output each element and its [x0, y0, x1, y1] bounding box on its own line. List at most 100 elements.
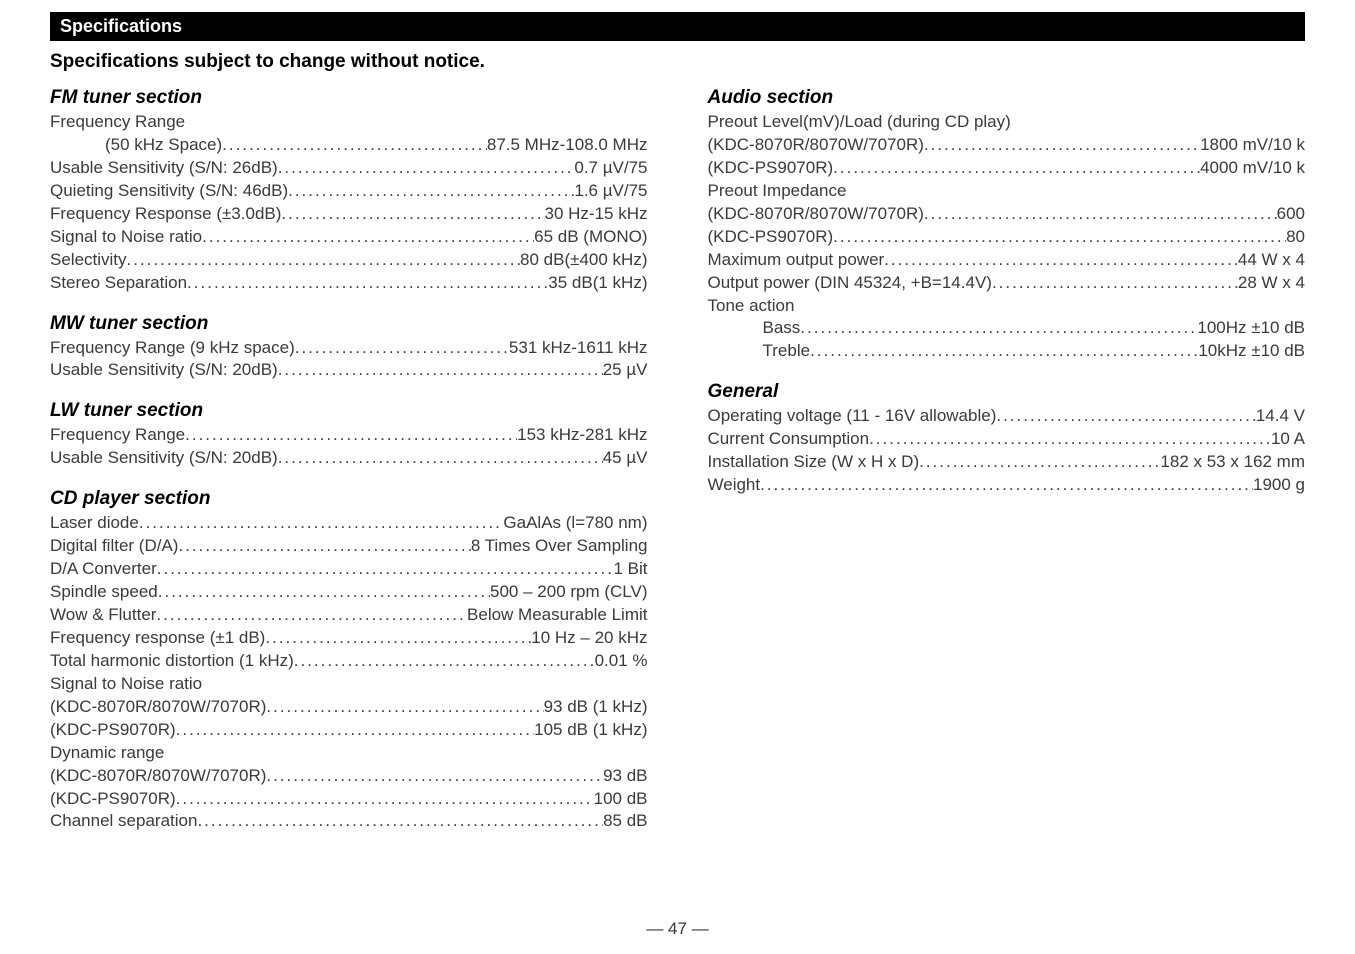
spec-value: 10 Hz – 20 kHz	[531, 627, 647, 650]
spec-value: 87.5 MHz-108.0 MHz	[487, 134, 648, 157]
section-title: FM tuner section	[50, 87, 648, 109]
spec-label: Output power (DIN 45324, +B=14.4V)	[708, 272, 992, 295]
dot-leader	[176, 719, 534, 742]
dot-leader	[924, 203, 1277, 226]
spec-row: Channel separation85 dB	[50, 810, 648, 833]
section-title: Audio section	[708, 87, 1306, 109]
spec-value: 35 dB(1 kHz)	[548, 272, 647, 295]
spec-label: Current Consumption	[708, 428, 870, 451]
dot-leader	[127, 249, 521, 272]
dot-leader	[288, 180, 574, 203]
spec-label: Usable Sensitivity (S/N: 20dB)	[50, 359, 278, 382]
spec-row: (KDC-8070R/8070W/7070R) 600	[708, 203, 1306, 226]
dot-leader	[294, 650, 595, 673]
spec-row: Maximum output power 44 W x 4	[708, 249, 1306, 272]
spec-value: 10 A	[1271, 428, 1305, 451]
spec-row: Frequency Range	[50, 111, 648, 134]
dot-leader	[833, 226, 1286, 249]
spec-row: Frequency response (±1 dB)10 Hz – 20 kHz	[50, 627, 648, 650]
spec-label: Laser diode	[50, 512, 139, 535]
spec-label: Usable Sensitivity (S/N: 20dB)	[50, 447, 278, 470]
dot-leader	[222, 134, 487, 157]
section-title: CD player section	[50, 488, 648, 510]
spec-value: 80	[1286, 226, 1305, 249]
spec-label: (KDC-8070R/8070W/7070R)	[50, 765, 266, 788]
spec-label: Signal to Noise ratio	[50, 226, 202, 249]
spec-value: 500 – 200 rpm (CLV)	[490, 581, 647, 604]
spec-row: Usable Sensitivity (S/N: 20dB) 25 µV	[50, 359, 648, 382]
dot-leader	[139, 512, 504, 535]
dot-leader	[202, 226, 534, 249]
spec-label: Preout Impedance	[708, 180, 847, 203]
spec-value: 0.01 %	[595, 650, 648, 673]
spec-row: Signal to Noise ratio 65 dB (MONO)	[50, 226, 648, 249]
dot-leader	[800, 317, 1197, 340]
spec-value: 8 Times Over Sampling	[471, 535, 648, 558]
spec-label: Operating voltage (11 - 16V allowable)	[708, 405, 997, 428]
content-columns: FM tuner sectionFrequency Range(50 kHz S…	[50, 87, 1305, 851]
spec-row: Signal to Noise ratio	[50, 673, 648, 696]
spec-label: Weight	[708, 474, 761, 497]
spec-value: 1 Bit	[613, 558, 647, 581]
dot-leader	[185, 424, 517, 447]
specifications-header: Specifications	[50, 12, 1305, 41]
spec-label: (KDC-PS9070R)	[708, 226, 834, 249]
spec-row: Digital filter (D/A)8 Times Over Samplin…	[50, 535, 648, 558]
spec-label: Wow & Flutter	[50, 604, 156, 627]
page-number: — 47 —	[646, 919, 708, 939]
spec-row: Treble 10kHz ±10 dB	[708, 340, 1306, 363]
spec-value: 105 dB (1 kHz)	[534, 719, 647, 742]
spec-label: (KDC-PS9070R)	[50, 719, 176, 742]
spec-section: FM tuner sectionFrequency Range(50 kHz S…	[50, 87, 648, 295]
dot-leader	[884, 249, 1238, 272]
spec-row: (KDC-PS9070R)100 dB	[50, 788, 648, 811]
spec-row: Spindle speed500 – 200 rpm (CLV)	[50, 581, 648, 604]
dot-leader	[278, 157, 575, 180]
spec-value: 28 W x 4	[1238, 272, 1305, 295]
spec-label: Installation Size (W x H x D)	[708, 451, 920, 474]
spec-value: 45 µV	[603, 447, 648, 470]
spec-row: Output power (DIN 45324, +B=14.4V) 28 W x…	[708, 272, 1306, 295]
dot-leader	[158, 581, 490, 604]
dot-leader	[266, 696, 543, 719]
dot-leader	[187, 272, 548, 295]
spec-label: Preout Level(mV)/Load (during CD play)	[708, 111, 1011, 134]
section-title: General	[708, 381, 1306, 403]
dot-leader	[178, 535, 470, 558]
spec-row: Preout Impedance	[708, 180, 1306, 203]
section-title: MW tuner section	[50, 313, 648, 335]
spec-value: GaAlAs (l=780 nm)	[503, 512, 647, 535]
spec-row: (KDC-8070R/8070W/7070R)93 dB (1 kHz)	[50, 696, 648, 719]
spec-label: Tone action	[708, 295, 795, 318]
spec-row: Stereo Separation35 dB(1 kHz)	[50, 272, 648, 295]
spec-row: Selectivity 80 dB(±400 kHz)	[50, 249, 648, 272]
spec-row: Installation Size (W x H x D) 182 x 53 x…	[708, 451, 1306, 474]
spec-section: MW tuner sectionFrequency Range (9 kHz s…	[50, 313, 648, 383]
spec-value: 25 µV	[603, 359, 648, 382]
spec-value: 85 dB	[603, 810, 647, 833]
spec-row: Laser diode GaAlAs (l=780 nm)	[50, 512, 648, 535]
spec-row: Frequency Range (9 kHz space)531 kHz-161…	[50, 337, 648, 360]
spec-label: (KDC-PS9070R)	[708, 157, 834, 180]
spec-value: 600	[1277, 203, 1305, 226]
spec-row: Total harmonic distortion (1 kHz) 0.01 %	[50, 650, 648, 673]
spec-row: Operating voltage (11 - 16V allowable) 14…	[708, 405, 1306, 428]
spec-value: 44 W x 4	[1238, 249, 1305, 272]
spec-value: Below Measurable Limit	[467, 604, 647, 627]
dot-leader	[833, 157, 1200, 180]
spec-label: (KDC-8070R/8070W/7070R)	[708, 134, 924, 157]
spec-value: 1800 mV/10 k	[1200, 134, 1305, 157]
spec-section: LW tuner sectionFrequency Range153 kHz-2…	[50, 400, 648, 470]
dot-leader	[760, 474, 1253, 497]
spec-row: Dynamic range	[50, 742, 648, 765]
dot-leader	[266, 765, 603, 788]
dot-leader	[869, 428, 1271, 451]
spec-value: 14.4 V	[1256, 405, 1305, 428]
specifications-subtitle: Specifications subject to change without…	[50, 51, 1305, 73]
spec-row: Usable Sensitivity (S/N: 26dB)0.7 µV/75	[50, 157, 648, 180]
spec-value: 100Hz ±10 dB	[1197, 317, 1305, 340]
dot-leader	[295, 337, 509, 360]
spec-label: (50 kHz Space)	[105, 134, 222, 157]
spec-row: Quieting Sensitivity (S/N: 46dB)1.6 µV/7…	[50, 180, 648, 203]
spec-value: 153 kHz-281 kHz	[517, 424, 647, 447]
